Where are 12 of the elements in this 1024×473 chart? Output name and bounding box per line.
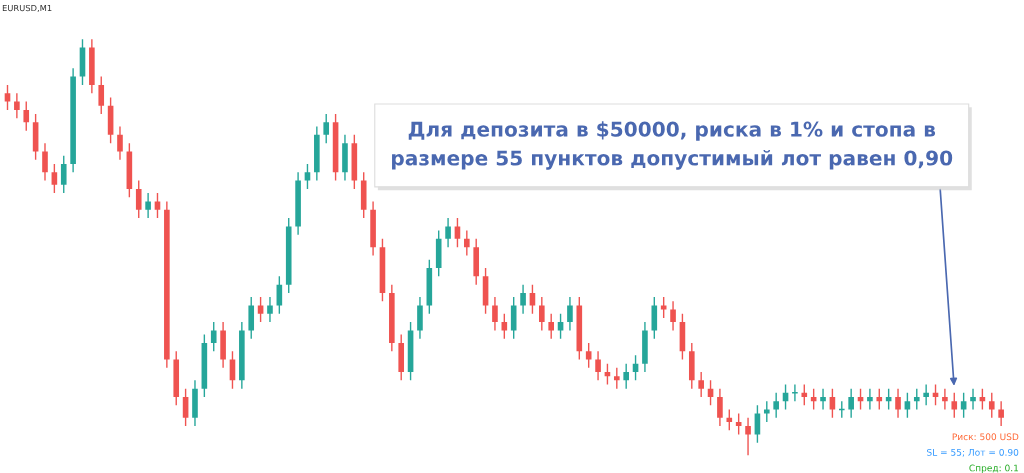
candlestick [285, 217, 292, 294]
annotation: Риск: 500 USD [952, 433, 1019, 441]
annotation: SL = 55; Лот = 0.90 [927, 448, 1019, 457]
candlestick [763, 400, 770, 423]
candlestick [210, 321, 217, 352]
annotation: Для депозита в $50000, риска в 1% и стопа в размере 55 пунктов допустимый лот равен 0,90 [392, 121, 953, 170]
candlestick [135, 179, 142, 219]
text: Спред: 0.1 [969, 464, 1019, 473]
candlestick [98, 75, 105, 115]
candlestick [60, 154, 67, 194]
candlestick [323, 113, 330, 144]
chart-title: EURUSD,M1 [2, 4, 52, 13]
